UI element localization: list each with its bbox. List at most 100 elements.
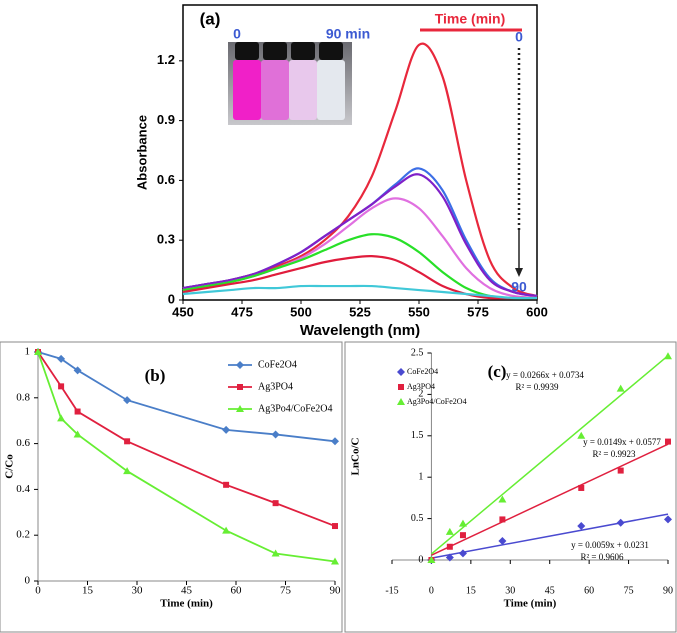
legend-label: Ag3PO4 bbox=[258, 381, 293, 392]
marker bbox=[57, 354, 66, 363]
x-tick-label: 450 bbox=[172, 304, 194, 319]
trend-equation: y = 0.0149x + 0.0577 bbox=[583, 437, 661, 447]
x-tick-label: 75 bbox=[280, 585, 292, 597]
y-axis-title: C/Co bbox=[4, 454, 16, 479]
marker bbox=[616, 518, 625, 527]
marker bbox=[617, 467, 624, 474]
trendline bbox=[431, 513, 669, 559]
marker bbox=[73, 430, 82, 438]
marker bbox=[58, 383, 65, 390]
marker bbox=[445, 527, 454, 535]
marker bbox=[332, 523, 338, 530]
trend-equation: y = 0.0059x + 0.0231 bbox=[571, 540, 649, 550]
annotation: 0 bbox=[233, 26, 241, 42]
x-tick-label: 15 bbox=[466, 585, 476, 596]
y-tick-label: 0.2 bbox=[16, 529, 30, 541]
y-tick-label: 0.6 bbox=[16, 437, 30, 449]
legend-label: CoFe2O4 bbox=[407, 367, 438, 376]
panel-label: (a) bbox=[200, 9, 221, 28]
y-tick-label: 0 bbox=[25, 575, 31, 587]
y-tick-label: 1.2 bbox=[157, 52, 175, 67]
marker bbox=[123, 396, 132, 405]
y-tick-label: 2 bbox=[418, 389, 423, 400]
marker bbox=[577, 522, 586, 531]
spectrum-line bbox=[182, 254, 537, 300]
marker bbox=[74, 408, 81, 415]
x-tick-label: 90 bbox=[330, 585, 342, 597]
spectrum-line bbox=[182, 167, 538, 298]
marker bbox=[237, 384, 243, 390]
panel-c-border bbox=[344, 341, 677, 633]
marker bbox=[664, 352, 672, 360]
x-tick-label: 45 bbox=[545, 585, 555, 596]
marker bbox=[57, 414, 66, 422]
marker bbox=[577, 431, 586, 439]
marker bbox=[271, 549, 280, 557]
marker bbox=[458, 549, 467, 558]
marker bbox=[427, 556, 436, 563]
marker bbox=[271, 430, 280, 439]
marker bbox=[459, 532, 466, 539]
trendline bbox=[431, 443, 669, 556]
marker bbox=[458, 519, 467, 527]
marker bbox=[445, 553, 454, 562]
marker bbox=[664, 515, 672, 524]
marker bbox=[331, 437, 339, 446]
arrow-head bbox=[515, 268, 523, 277]
x-tick-label: 75 bbox=[624, 585, 634, 596]
trend-equation: y = 0.0266x + 0.0734 bbox=[506, 370, 584, 380]
y-tick-label: 0 bbox=[168, 291, 175, 306]
x-tick-label: 15 bbox=[82, 585, 94, 597]
spectrum-line bbox=[182, 233, 538, 300]
annotation: 90 min bbox=[326, 26, 370, 42]
trend-r2: R² = 0.9606 bbox=[580, 552, 624, 562]
x-tick-label: -15 bbox=[385, 585, 398, 596]
y-tick-label: 0.8 bbox=[16, 391, 30, 403]
marker bbox=[446, 543, 453, 550]
y-tick-label: 0.5 bbox=[411, 513, 424, 524]
y-tick-label: 0.6 bbox=[157, 172, 175, 187]
legend-label: Ag3PO4 bbox=[407, 382, 435, 391]
x-tick-label: 0 bbox=[35, 585, 41, 597]
panel-label: (b) bbox=[145, 366, 166, 385]
y-tick-label: 0 bbox=[418, 554, 423, 565]
marker bbox=[236, 361, 244, 369]
trend-r2: R² = 0.9939 bbox=[515, 382, 559, 392]
y-tick-label: 0.4 bbox=[16, 483, 30, 495]
marker bbox=[665, 438, 671, 445]
y-tick-label: 1 bbox=[418, 471, 423, 482]
y-axis-title: LnCo/C bbox=[350, 437, 362, 475]
marker bbox=[73, 366, 82, 375]
y-tick-label: 1.5 bbox=[411, 430, 424, 441]
marker bbox=[397, 398, 405, 405]
x-tick-label: 30 bbox=[132, 585, 144, 597]
legend-label: CoFe2O4 bbox=[258, 359, 297, 370]
x-axis-title: Time (min) bbox=[504, 598, 557, 610]
panel: -15 0 15 30 45 60 75 90 0 0.5 1 1.5 2 2.5 Time (min) Ln… bbox=[350, 347, 673, 609]
x-tick-label: 30 bbox=[505, 585, 515, 596]
legend-label: Ag3Po4/CoFe2O4 bbox=[407, 397, 467, 406]
panel-label: (c) bbox=[488, 362, 507, 381]
marker bbox=[331, 557, 339, 565]
marker bbox=[124, 438, 131, 445]
y-tick-label: 0.3 bbox=[157, 232, 175, 247]
trendline bbox=[430, 355, 669, 555]
marker bbox=[222, 425, 231, 434]
marker bbox=[616, 384, 625, 392]
x-tick-label: 60 bbox=[231, 585, 243, 597]
marker bbox=[499, 516, 506, 523]
marker bbox=[223, 481, 230, 488]
x-axis-title: Wavelength (nm) bbox=[300, 322, 420, 339]
x-tick-label: 475 bbox=[231, 304, 253, 319]
spectrum-line bbox=[182, 173, 538, 298]
x-tick-label: 0 bbox=[429, 585, 434, 596]
x-tick-label: 575 bbox=[467, 304, 489, 319]
legend-label: Ag3Po4/CoFe2O4 bbox=[258, 403, 332, 414]
marker bbox=[272, 500, 279, 507]
annotation: 90 bbox=[511, 279, 527, 295]
annotation: 0 bbox=[515, 29, 523, 45]
marker bbox=[236, 405, 244, 412]
marker bbox=[498, 536, 507, 545]
y-tick-label: 2.5 bbox=[411, 347, 424, 358]
